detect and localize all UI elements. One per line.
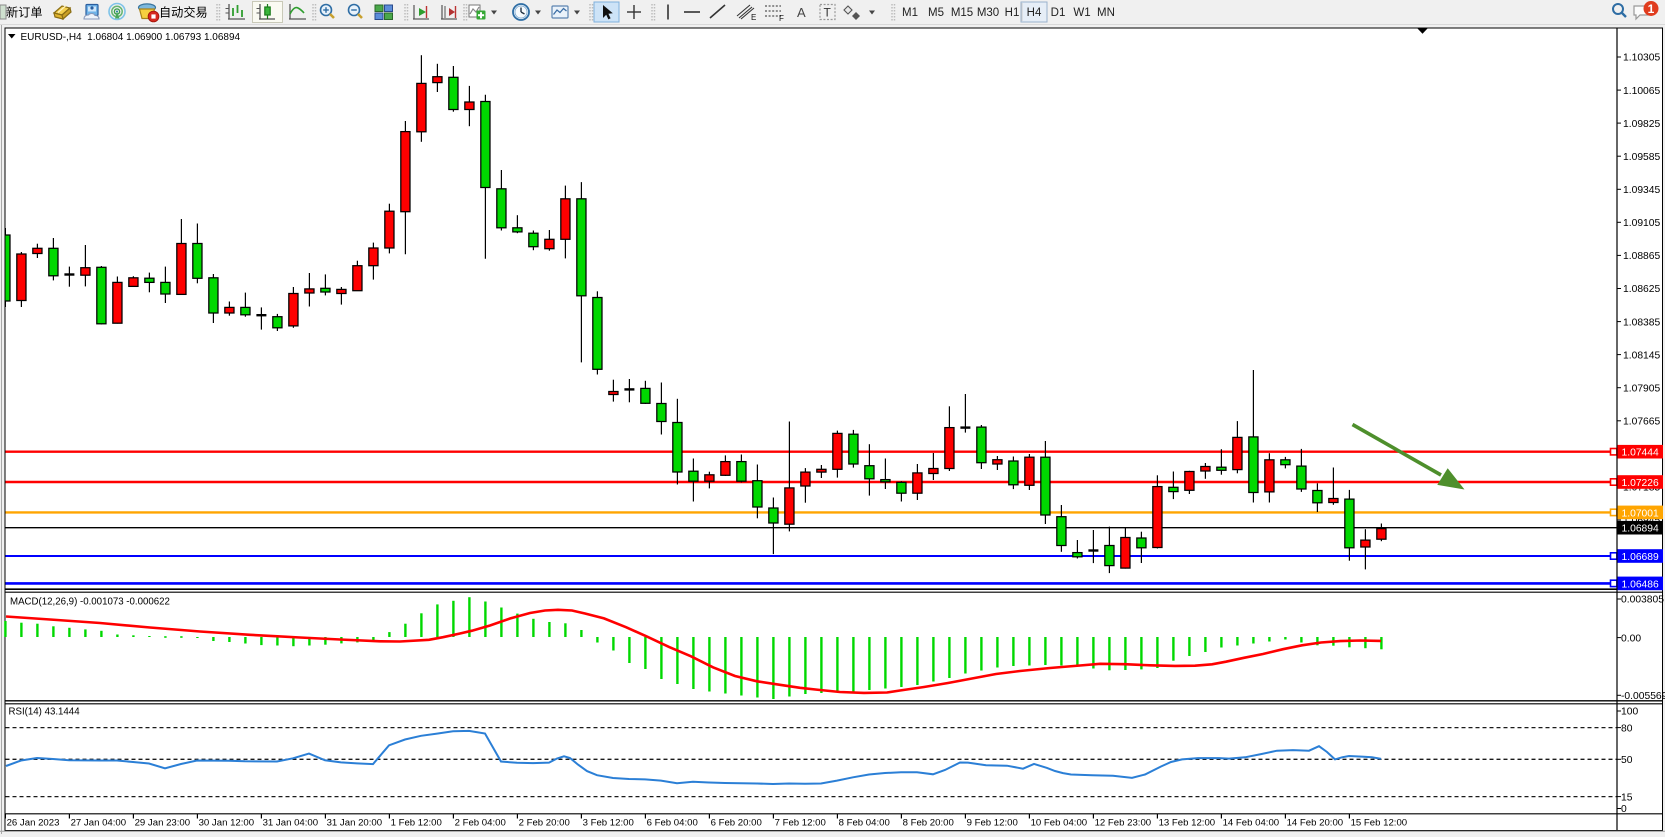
svg-text:1.08865: 1.08865 bbox=[1623, 251, 1660, 262]
svg-text:15 Feb 12:00: 15 Feb 12:00 bbox=[1351, 818, 1408, 829]
svg-text:8 Feb 04:00: 8 Feb 04:00 bbox=[839, 818, 890, 829]
svg-text:M30: M30 bbox=[977, 7, 999, 19]
svg-text:50: 50 bbox=[1621, 755, 1633, 766]
svg-text:8 Feb 20:00: 8 Feb 20:00 bbox=[903, 818, 954, 829]
svg-text:T: T bbox=[824, 6, 832, 20]
svg-text:1.10065: 1.10065 bbox=[1623, 86, 1660, 97]
svg-text:1.06486: 1.06486 bbox=[1622, 579, 1659, 590]
svg-text:1.07665: 1.07665 bbox=[1623, 417, 1660, 428]
svg-text:自动交易: 自动交易 bbox=[159, 5, 208, 20]
svg-text:1 Feb 12:00: 1 Feb 12:00 bbox=[391, 818, 442, 829]
svg-text:27 Jan 04:00: 27 Jan 04:00 bbox=[71, 818, 126, 829]
svg-text:0: 0 bbox=[1621, 804, 1627, 815]
svg-text:-0.005569: -0.005569 bbox=[1621, 691, 1665, 702]
svg-text:12 Feb 23:00: 12 Feb 23:00 bbox=[1095, 818, 1152, 829]
svg-text:1.07905: 1.07905 bbox=[1623, 383, 1660, 394]
svg-text:H1: H1 bbox=[1005, 7, 1020, 19]
svg-text:1.09105: 1.09105 bbox=[1623, 218, 1660, 229]
svg-text:26 Jan 2023: 26 Jan 2023 bbox=[7, 818, 60, 829]
svg-text:1.08145: 1.08145 bbox=[1623, 350, 1660, 361]
svg-text:1.09345: 1.09345 bbox=[1623, 185, 1660, 196]
svg-text:1.07001: 1.07001 bbox=[1622, 508, 1659, 519]
svg-text:15: 15 bbox=[1621, 792, 1633, 803]
svg-text:7 Feb 12:00: 7 Feb 12:00 bbox=[775, 818, 826, 829]
svg-text:M1: M1 bbox=[902, 7, 918, 19]
svg-text:9 Feb 12:00: 9 Feb 12:00 bbox=[967, 818, 1018, 829]
svg-text:2 Feb 04:00: 2 Feb 04:00 bbox=[455, 818, 506, 829]
svg-text:F: F bbox=[779, 14, 784, 23]
svg-text:1.08385: 1.08385 bbox=[1623, 317, 1660, 328]
svg-text:1.06689: 1.06689 bbox=[1622, 552, 1659, 563]
svg-text:31 Jan 20:00: 31 Jan 20:00 bbox=[327, 818, 382, 829]
svg-text:1.06894: 1.06894 bbox=[1622, 524, 1659, 535]
svg-text:6 Feb 04:00: 6 Feb 04:00 bbox=[647, 818, 698, 829]
svg-text:1.07226: 1.07226 bbox=[1622, 478, 1659, 489]
svg-text:H4: H4 bbox=[1027, 7, 1042, 19]
svg-text:14 Feb 20:00: 14 Feb 20:00 bbox=[1287, 818, 1344, 829]
svg-text:29 Jan 23:00: 29 Jan 23:00 bbox=[135, 818, 190, 829]
svg-text:W1: W1 bbox=[1073, 7, 1090, 19]
svg-text:1: 1 bbox=[1648, 2, 1655, 16]
svg-text:10 Feb 04:00: 10 Feb 04:00 bbox=[1031, 818, 1088, 829]
svg-text:EURUSD-,H4 1.06804 1.06900 1.: EURUSD-,H4 1.06804 1.06900 1.06793 1.068… bbox=[21, 32, 241, 43]
svg-text:1.09825: 1.09825 bbox=[1623, 119, 1660, 130]
svg-text:M5: M5 bbox=[928, 7, 944, 19]
svg-text:M15: M15 bbox=[951, 7, 973, 19]
svg-text:80: 80 bbox=[1621, 723, 1633, 734]
svg-text:MACD(12,26,9) -0.001073 -0.000: MACD(12,26,9) -0.001073 -0.000622 bbox=[10, 596, 170, 607]
svg-text:RSI(14) 43.1444: RSI(14) 43.1444 bbox=[9, 706, 81, 717]
svg-text:1.10305: 1.10305 bbox=[1623, 53, 1660, 64]
svg-text:0.00: 0.00 bbox=[1621, 633, 1641, 644]
svg-text:2 Feb 20:00: 2 Feb 20:00 bbox=[519, 818, 570, 829]
svg-text:13 Feb 12:00: 13 Feb 12:00 bbox=[1159, 818, 1216, 829]
svg-text:E: E bbox=[751, 13, 756, 22]
svg-text:30 Jan 12:00: 30 Jan 12:00 bbox=[199, 818, 254, 829]
svg-text:新订单: 新订单 bbox=[6, 5, 43, 20]
svg-text:3 Feb 12:00: 3 Feb 12:00 bbox=[583, 818, 634, 829]
svg-text:MN: MN bbox=[1097, 7, 1115, 19]
svg-text:D1: D1 bbox=[1051, 7, 1066, 19]
svg-text:0.003805: 0.003805 bbox=[1621, 595, 1664, 606]
svg-text:A: A bbox=[797, 5, 806, 20]
svg-text:1.09585: 1.09585 bbox=[1623, 152, 1660, 163]
svg-text:1.08625: 1.08625 bbox=[1623, 284, 1660, 295]
svg-text:1.07444: 1.07444 bbox=[1622, 448, 1659, 459]
svg-text:14 Feb 04:00: 14 Feb 04:00 bbox=[1223, 818, 1280, 829]
svg-text:100: 100 bbox=[1621, 707, 1638, 718]
svg-text:6 Feb 20:00: 6 Feb 20:00 bbox=[711, 818, 762, 829]
svg-text:31 Jan 04:00: 31 Jan 04:00 bbox=[263, 818, 318, 829]
